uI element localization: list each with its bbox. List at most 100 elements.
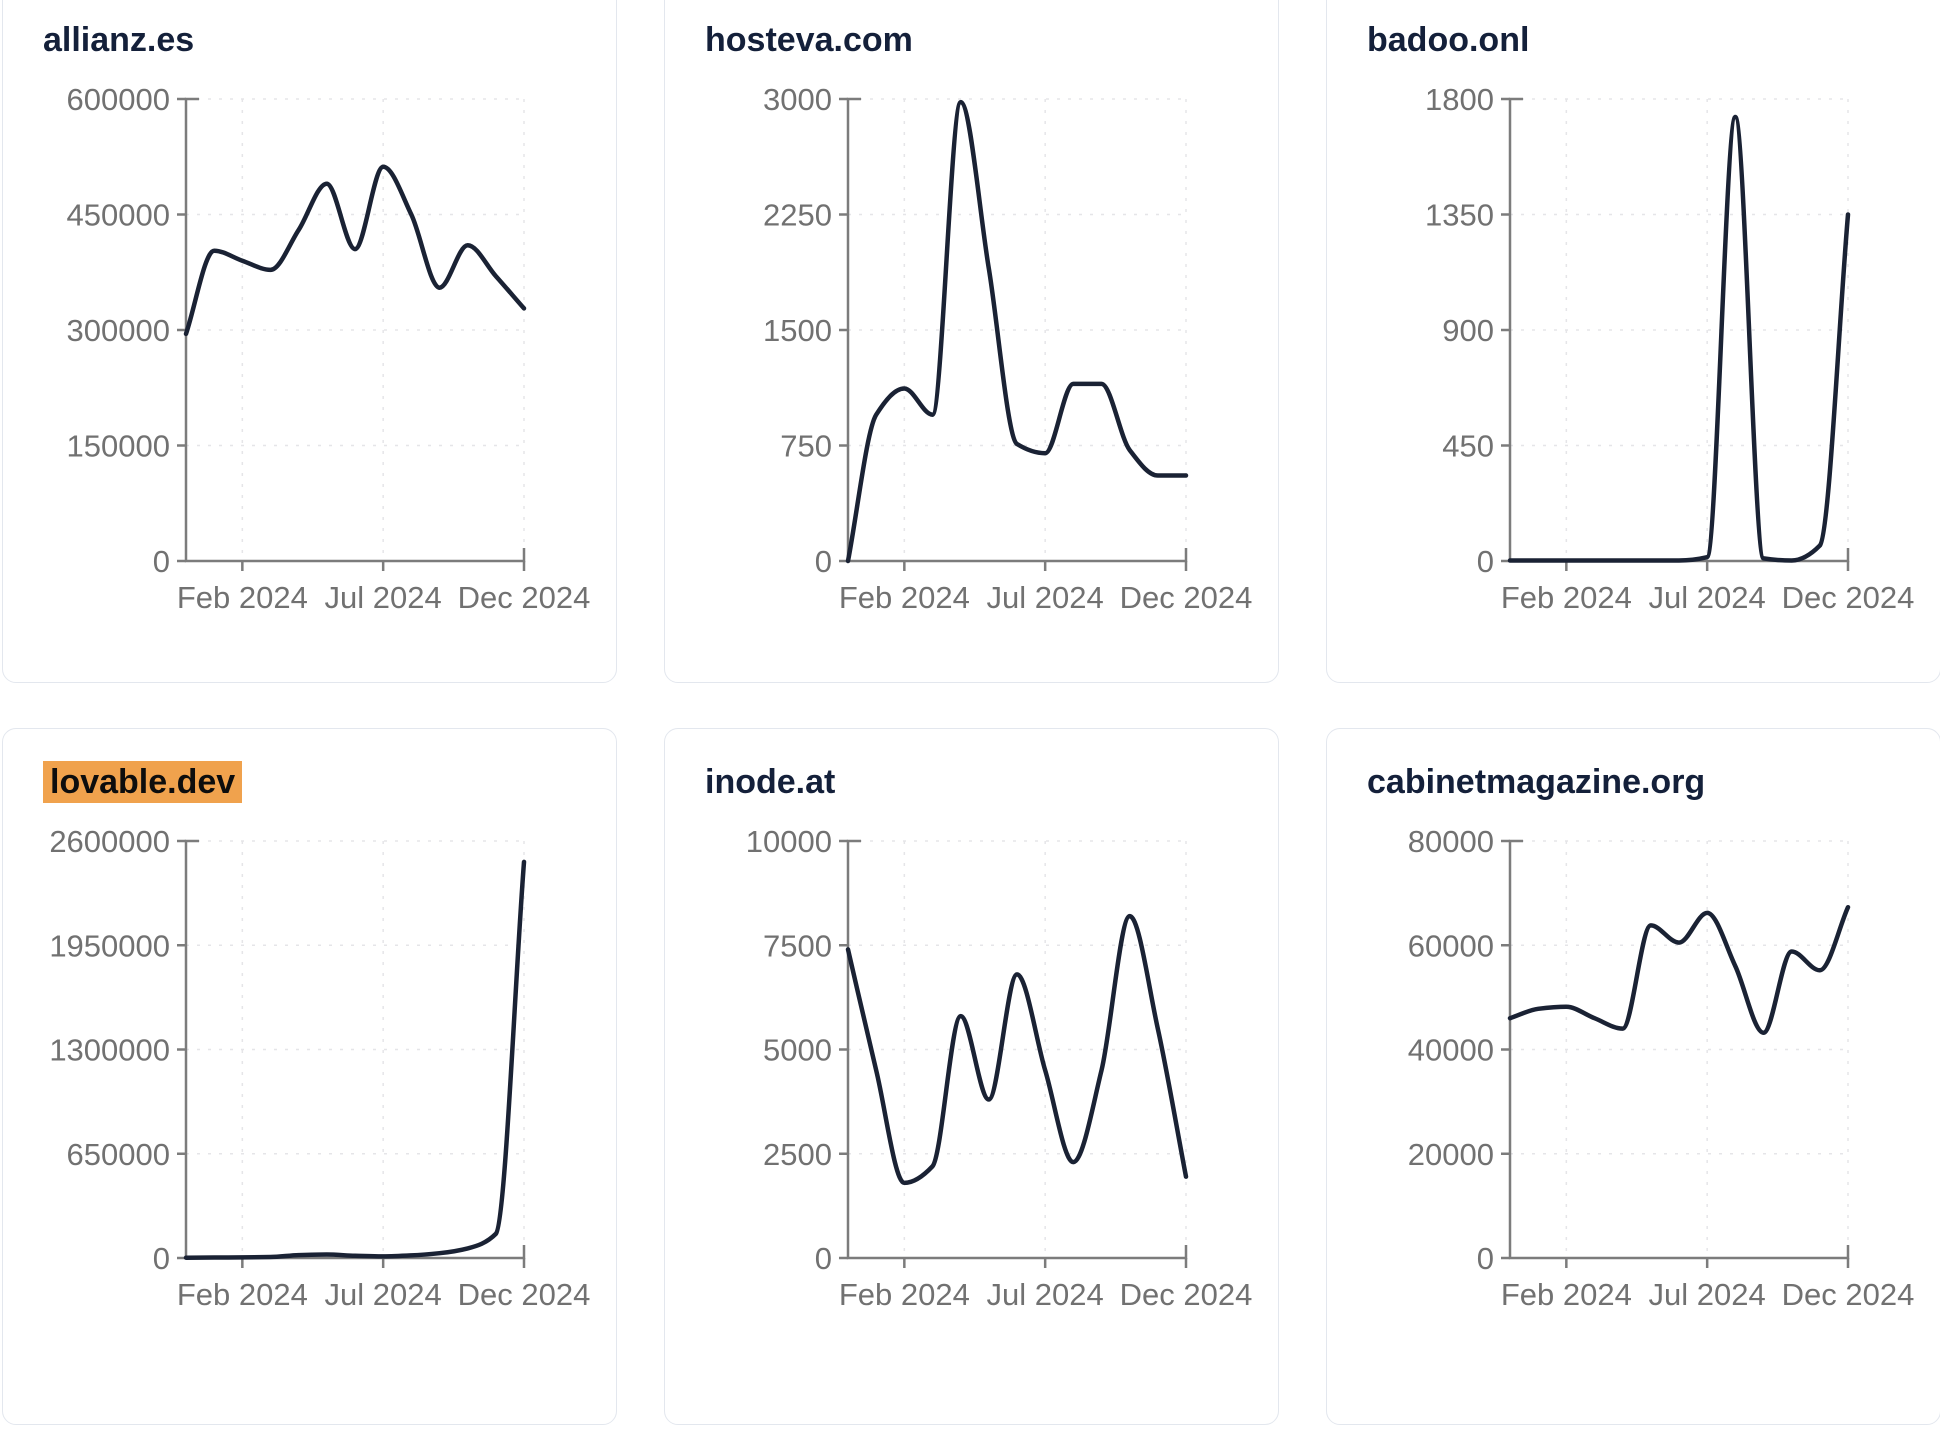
series-line: [845, 99, 1189, 564]
gridlines: [186, 840, 525, 1258]
x-tick-label: Feb 2024: [1501, 1277, 1632, 1312]
x-tick-label: Jul 2024: [987, 1277, 1104, 1312]
chart-title: badoo.onl: [1367, 21, 1530, 59]
y-tick-label: 1300000: [49, 1033, 170, 1068]
line-chart: 0 750 1500 2250 3000 Feb 2024 Jul 2024 Dec 2024: [680, 61, 1265, 656]
gridlines: [186, 98, 525, 561]
y-tick-label: 300000: [67, 313, 170, 348]
gridlines: [1510, 98, 1849, 561]
y-tick-label: 2600000: [49, 824, 170, 859]
y-tick-label: 1800: [1425, 82, 1494, 117]
tick-labels: 0 2500 5000 7500 10000 Feb 2024 Jul 2024 Dec 20…: [746, 824, 1253, 1312]
axes: [839, 97, 1188, 571]
x-tick-label: Dec 2024: [1120, 1277, 1253, 1312]
chart-title: cabinetmagazine.org: [1367, 763, 1706, 801]
y-tick-label: 1950000: [49, 928, 170, 963]
y-tick-label: 0: [815, 1241, 832, 1276]
series-line: [1507, 114, 1851, 563]
chart-card-allianz: allianz.es 0 150000 300000 450000 600000 Feb …: [2, 0, 617, 683]
gridlines: [848, 840, 1187, 1258]
line-chart: 0 20000 40000 60000 80000 Feb 2024 Jul 2024 Dec…: [1342, 803, 1927, 1353]
x-tick-label: Dec 2024: [1120, 580, 1253, 615]
x-tick-label: Dec 2024: [1782, 1277, 1915, 1312]
y-tick-label: 0: [153, 544, 170, 579]
y-tick-label: 0: [1477, 1241, 1494, 1276]
axes: [177, 97, 526, 571]
x-tick-label: Jul 2024: [325, 1277, 442, 1312]
line-chart-svg: 0 750 1500 2250 3000 Feb 2024 Jul 2024 Dec 2024: [763, 82, 1252, 615]
tick-labels: 0 750 1500 2250 3000 Feb 2024 Jul 2024 Dec 2024: [763, 82, 1252, 615]
y-tick-label: 900: [1442, 313, 1494, 348]
y-tick-label: 2500: [763, 1137, 832, 1172]
chart-card-cabinetmagazine: cabinetmagazine.org 0 20000 40000 60000 8000…: [1326, 728, 1940, 1425]
line-chart: 0 2500 5000 7500 10000 Feb 2024 Jul 2024 Dec 20…: [680, 803, 1265, 1353]
tick-labels: 0 20000 40000 60000 80000 Feb 2024 Jul 2024 Dec…: [1408, 824, 1915, 1312]
gridlines: [848, 98, 1187, 561]
line-chart: 0 450 900 1350 1800 Feb 2024 Jul 2024 Dec 2024: [1342, 61, 1927, 656]
y-tick-label: 150000: [67, 429, 170, 464]
chart-title-highlighted: lovable.dev: [43, 761, 243, 803]
y-tick-label: 40000: [1408, 1033, 1494, 1068]
line-chart: 0 650000 1300000 1950000 2600000 Feb 2024 Jul …: [18, 803, 603, 1353]
x-tick-label: Dec 2024: [1782, 580, 1915, 615]
chart-card-header: allianz.es: [43, 23, 194, 57]
chart-card-header: lovable.dev: [43, 761, 243, 803]
y-tick-label: 750: [780, 429, 832, 464]
y-tick-label: 600000: [67, 82, 170, 117]
x-tick-label: Feb 2024: [839, 580, 970, 615]
y-tick-label: 0: [815, 544, 832, 579]
y-tick-label: 5000: [763, 1033, 832, 1068]
x-tick-label: Jul 2024: [1649, 1277, 1766, 1312]
chart-title: allianz.es: [43, 21, 195, 59]
y-tick-label: 0: [153, 1241, 170, 1276]
chart-card-header: inode.at: [705, 765, 835, 799]
y-tick-label: 20000: [1408, 1137, 1494, 1172]
y-tick-label: 2250: [763, 198, 832, 233]
y-tick-label: 450000: [67, 198, 170, 233]
x-tick-label: Feb 2024: [839, 1277, 970, 1312]
tick-labels: 0 150000 300000 450000 600000 Feb 2024 Jul 202…: [67, 82, 591, 615]
y-tick-label: 3000: [763, 82, 832, 117]
series-line: [1507, 904, 1851, 1036]
y-tick-label: 1500: [763, 313, 832, 348]
chart-card-lovable: lovable.dev 0 650000 1300000 1950000 2600000…: [2, 728, 617, 1425]
tick-labels: 0 650000 1300000 1950000 2600000 Feb 2024 Jul …: [49, 824, 590, 1312]
chart-card-header: cabinetmagazine.org: [1367, 765, 1705, 799]
axes: [839, 839, 1188, 1268]
line-chart-svg: 0 20000 40000 60000 80000 Feb 2024 Jul 2024 Dec…: [1408, 824, 1915, 1312]
y-tick-label: 60000: [1408, 928, 1494, 963]
y-tick-label: 450: [1442, 429, 1494, 464]
chart-card-header: badoo.onl: [1367, 23, 1529, 57]
chart-card-inode: inode.at 0 2500 5000 7500 10000 Feb 2024 Jul 2…: [664, 728, 1279, 1425]
axes: [1501, 839, 1850, 1268]
chart-title: hosteva.com: [705, 21, 913, 59]
gridlines: [1510, 840, 1849, 1258]
series-line: [845, 913, 1189, 1186]
x-tick-label: Dec 2024: [458, 580, 591, 615]
x-tick-label: Dec 2024: [458, 1277, 591, 1312]
y-tick-label: 650000: [67, 1137, 170, 1172]
x-tick-label: Feb 2024: [1501, 580, 1632, 615]
x-tick-label: Jul 2024: [325, 580, 442, 615]
chart-title: inode.at: [705, 763, 836, 801]
line-chart-svg: 0 2500 5000 7500 10000 Feb 2024 Jul 2024 Dec 20…: [746, 824, 1253, 1312]
x-tick-label: Feb 2024: [177, 1277, 308, 1312]
y-tick-label: 1350: [1425, 198, 1494, 233]
x-tick-label: Jul 2024: [987, 580, 1104, 615]
line-chart-svg: 0 450 900 1350 1800 Feb 2024 Jul 2024 Dec 2024: [1425, 82, 1914, 615]
y-tick-label: 10000: [746, 824, 832, 859]
y-tick-label: 7500: [763, 928, 832, 963]
chart-card-badoo: badoo.onl 0 450 900 1350 1800 Feb 2024 Jul 202…: [1326, 0, 1940, 683]
chart-card-hosteva: hosteva.com 0 750 1500 2250 3000 Feb 2024 Jul …: [664, 0, 1279, 683]
line-chart: 0 150000 300000 450000 600000 Feb 2024 Jul 202…: [18, 61, 603, 656]
line-chart-svg: 0 650000 1300000 1950000 2600000 Feb 2024 Jul …: [49, 824, 590, 1312]
y-tick-label: 80000: [1408, 824, 1494, 859]
chart-card-header: hosteva.com: [705, 23, 913, 57]
x-tick-label: Feb 2024: [177, 580, 308, 615]
series-line: [183, 859, 527, 1260]
x-tick-label: Jul 2024: [1649, 580, 1766, 615]
tick-labels: 0 450 900 1350 1800 Feb 2024 Jul 2024 Dec 2024: [1425, 82, 1914, 615]
axes: [177, 839, 526, 1268]
y-tick-label: 0: [1477, 544, 1494, 579]
